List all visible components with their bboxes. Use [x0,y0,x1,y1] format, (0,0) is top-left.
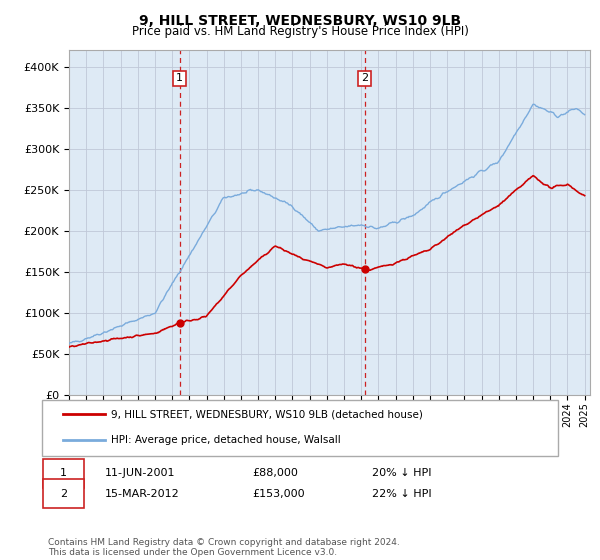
Text: 22% ↓ HPI: 22% ↓ HPI [372,489,431,499]
Text: HPI: Average price, detached house, Walsall: HPI: Average price, detached house, Wals… [111,435,341,445]
Text: 2: 2 [361,73,368,83]
Text: 20% ↓ HPI: 20% ↓ HPI [372,468,431,478]
Text: 2: 2 [60,489,67,499]
Text: 11-JUN-2001: 11-JUN-2001 [105,468,176,478]
Text: 9, HILL STREET, WEDNESBURY, WS10 9LB (detached house): 9, HILL STREET, WEDNESBURY, WS10 9LB (de… [111,409,423,419]
Text: 1: 1 [176,73,183,83]
Text: £88,000: £88,000 [252,468,298,478]
Text: £153,000: £153,000 [252,489,305,499]
Text: 9, HILL STREET, WEDNESBURY, WS10 9LB: 9, HILL STREET, WEDNESBURY, WS10 9LB [139,14,461,28]
Text: Contains HM Land Registry data © Crown copyright and database right 2024.
This d: Contains HM Land Registry data © Crown c… [48,538,400,557]
Text: Price paid vs. HM Land Registry's House Price Index (HPI): Price paid vs. HM Land Registry's House … [131,25,469,38]
Text: 1: 1 [60,468,67,478]
Text: 15-MAR-2012: 15-MAR-2012 [105,489,180,499]
